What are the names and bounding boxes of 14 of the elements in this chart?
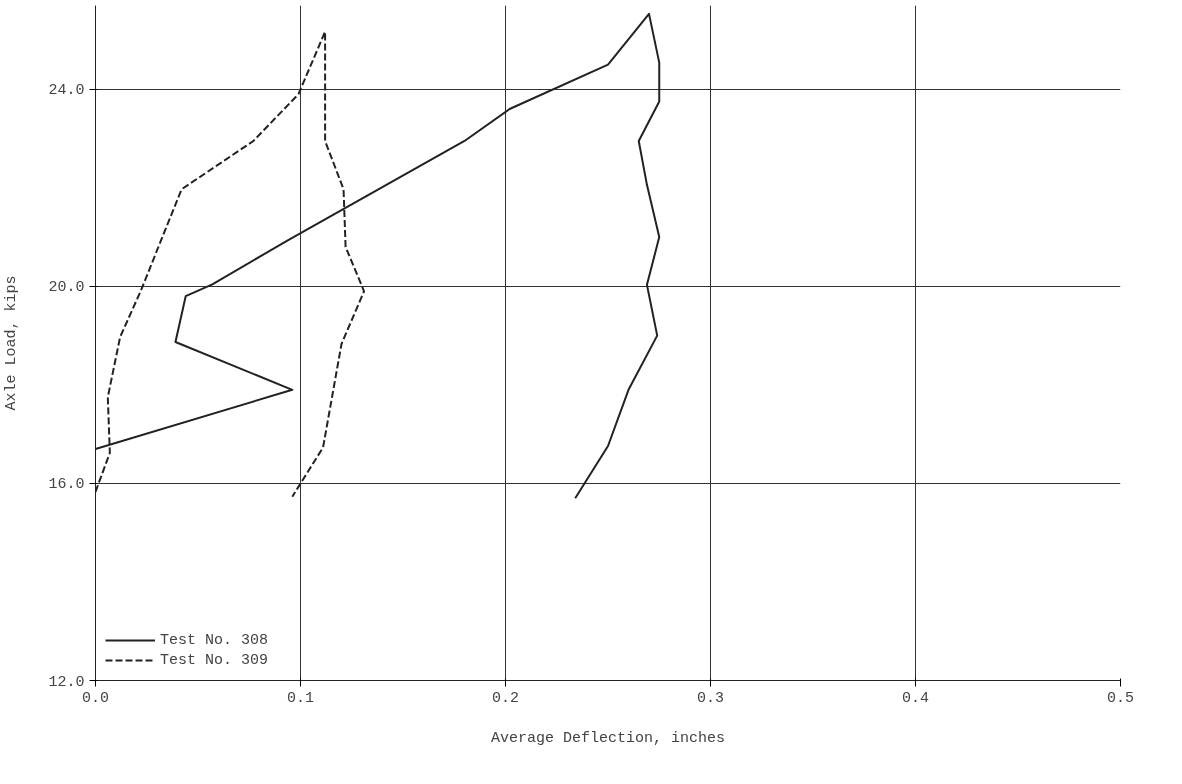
x-tick-label: 0.0 — [82, 689, 110, 707]
y-tick-label: 24.0 — [48, 82, 85, 100]
y-tick-label: 12.0 — [48, 673, 85, 691]
y-axis-title: Axle Load, kips — [3, 275, 21, 411]
x-tick-label: 0.3 — [697, 689, 725, 707]
x-tick-label: 0.4 — [902, 689, 930, 707]
x-tick-label: 0.1 — [287, 689, 315, 707]
x-axis-title: Average Deflection, inches — [490, 729, 726, 747]
x-tick-label: 0.2 — [492, 689, 520, 707]
legend-label: Test No. 308 — [160, 631, 269, 649]
x-tick-label: 0.5 — [1107, 689, 1135, 707]
y-tick-label: 20.0 — [48, 279, 85, 297]
y-tick-label: 16.0 — [48, 476, 85, 494]
legend-label: Test No. 309 — [160, 651, 269, 669]
